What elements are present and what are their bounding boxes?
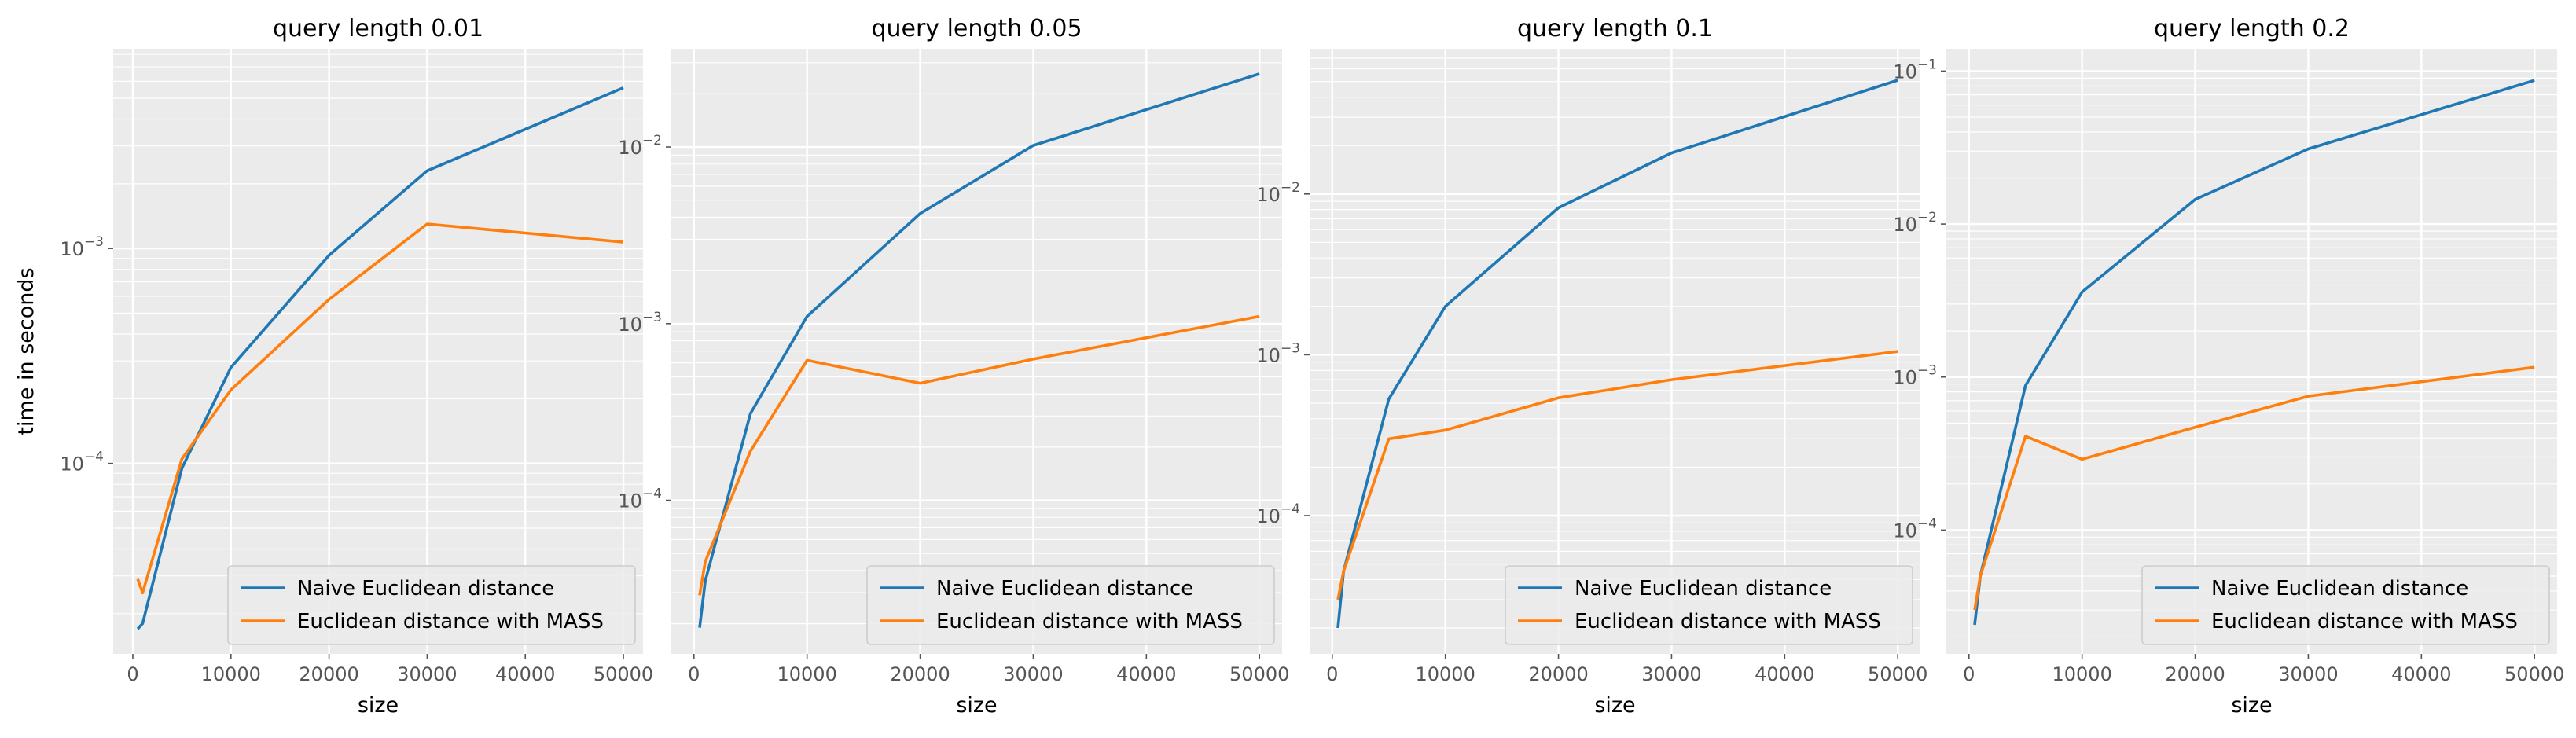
x-tick-label: 30000: [2278, 663, 2338, 685]
x-tick-label: 0: [1963, 663, 1975, 685]
x-tick-label: 50000: [1868, 663, 1927, 685]
legend-label-2: Euclidean distance with MASS: [2211, 610, 2518, 633]
series-line-1: [698, 72, 1260, 628]
series-line-2: [1336, 350, 1898, 600]
legend-label-1: Naive Euclidean distance: [297, 577, 554, 600]
y-tick-label: 10−2: [1893, 210, 1937, 236]
x-axis-label: size: [358, 693, 399, 718]
chart-title: query length 0.05: [871, 15, 1082, 42]
x-tick-label: 40000: [495, 663, 555, 685]
series-line-1: [136, 86, 624, 630]
legend-label-1: Naive Euclidean distance: [1575, 577, 1832, 600]
x-axis-label: size: [956, 693, 997, 718]
x-tick-label: 30000: [397, 663, 457, 685]
chart-panel-2: 0 10000 20000 30000 40000 50000 10−4 10−3 10−2 qu…: [618, 15, 1289, 718]
x-tick-label: 10000: [201, 663, 261, 685]
y-axis-label: time in seconds: [14, 267, 39, 435]
chart-title: query length 0.1: [1517, 15, 1713, 42]
y-tick-label: 10−4: [618, 486, 662, 512]
x-tick-label: 0: [688, 663, 700, 685]
x-tick-label: 20000: [1528, 663, 1588, 685]
x-axis-label: size: [2231, 693, 2272, 718]
x-tick-label: 0: [127, 663, 138, 685]
y-tick-label: 10−1: [1893, 57, 1937, 83]
y-tick-label: 10−3: [1256, 340, 1300, 366]
legend-label-1: Naive Euclidean distance: [936, 577, 1193, 600]
x-tick-label: 50000: [593, 663, 653, 685]
x-tick-label: 20000: [299, 663, 358, 685]
x-tick-label: 0: [1326, 663, 1338, 685]
legend-box: [2141, 565, 2550, 645]
x-tick-label: 20000: [890, 663, 950, 685]
legend-label-2: Euclidean distance with MASS: [1575, 610, 1881, 633]
x-tick-label: 40000: [2391, 663, 2451, 685]
x-tick-label: 10000: [777, 663, 836, 685]
series-line-2: [698, 314, 1260, 596]
y-tick-label: 10−3: [618, 310, 662, 336]
chart-title: query length 0.2: [2154, 15, 2350, 42]
plot-area: [1310, 49, 1920, 654]
y-tick-label: 10−2: [1256, 180, 1300, 206]
series-line-2: [136, 222, 624, 595]
x-tick-label: 30000: [1641, 663, 1701, 685]
chart-panel-4: 0 10000 20000 30000 40000 50000 10−4 10−3 10−2 10…: [1893, 15, 2564, 718]
x-tick-label: 40000: [1755, 663, 1814, 685]
legend-box: [1505, 565, 1913, 645]
legend: Naive Euclidean distance Euclidean distan…: [227, 565, 636, 645]
y-tick-label: 10−4: [1893, 516, 1937, 542]
plot-area: [113, 49, 643, 654]
chart-panel-3: 0 10000 20000 30000 40000 50000 10−4 10−3 10−2 qu…: [1256, 15, 1927, 718]
x-tick-label: 10000: [1415, 663, 1475, 685]
y-tick-label: 10−2: [618, 133, 662, 159]
legend-box: [227, 565, 636, 645]
y-tick-label: 10−3: [60, 234, 104, 260]
legend: Naive Euclidean distance Euclidean distan…: [2141, 565, 2550, 645]
x-tick-label: 40000: [1116, 663, 1176, 685]
y-tick-label: 10−3: [1893, 363, 1937, 389]
legend-label-2: Euclidean distance with MASS: [297, 610, 604, 633]
y-tick-label: 10−4: [60, 450, 104, 475]
legend-label-1: Naive Euclidean distance: [2211, 577, 2468, 600]
x-axis-label: size: [1594, 693, 1635, 718]
legend-label-2: Euclidean distance with MASS: [936, 610, 1243, 633]
x-tick-label: 50000: [1229, 663, 1289, 685]
plot-area: [1946, 49, 2557, 654]
legend: Naive Euclidean distance Euclidean distan…: [866, 565, 1275, 645]
x-tick-label: 30000: [1003, 663, 1063, 685]
chart-title: query length 0.01: [273, 15, 483, 42]
y-tick-label: 10−4: [1256, 501, 1300, 527]
x-tick-label: 20000: [2165, 663, 2225, 685]
legend: Naive Euclidean distance Euclidean distan…: [1505, 565, 1913, 645]
chart-panel-1: 0 10000 20000 30000 40000 50000 10−4 10−3 query …: [14, 15, 653, 718]
series-line-2: [1973, 365, 2535, 611]
x-tick-label: 50000: [2504, 663, 2564, 685]
legend-box: [866, 565, 1275, 645]
x-tick-label: 10000: [2052, 663, 2111, 685]
